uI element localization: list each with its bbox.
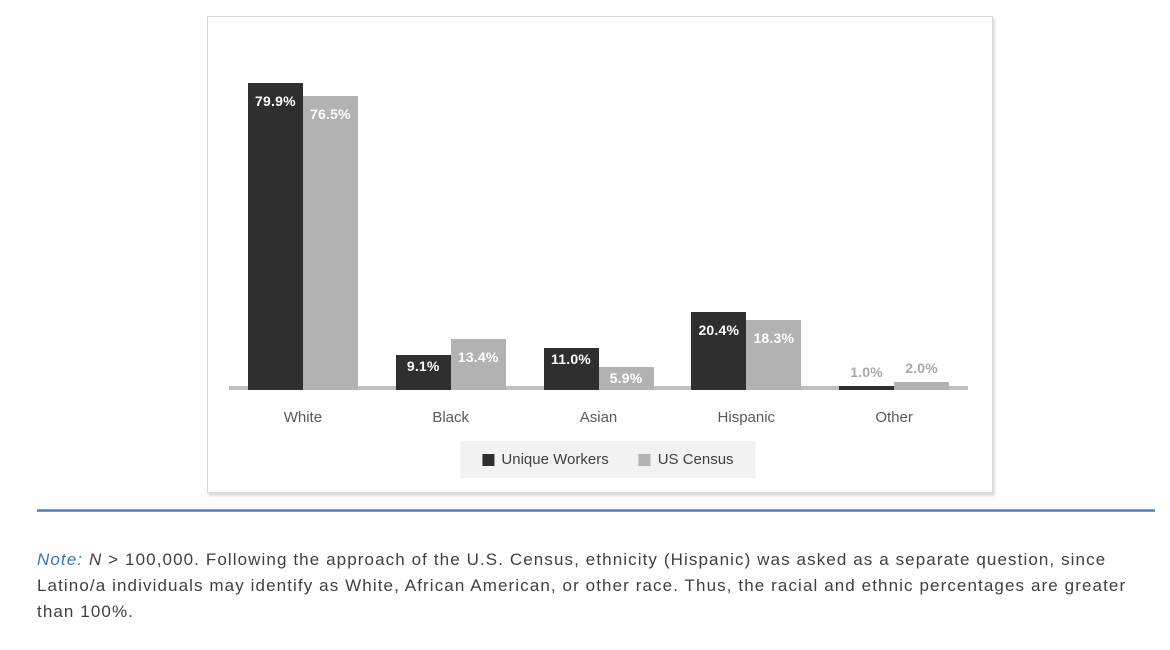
figure-note: Note: N > 100,000. Following the approac…	[37, 547, 1132, 625]
legend-item-us-census: US Census	[638, 451, 734, 468]
note-n-symbol: N	[88, 550, 103, 569]
legend-label-us-census: US Census	[657, 451, 734, 468]
legend-swatch-us-census-icon	[638, 453, 651, 466]
category-label-black: Black	[432, 409, 470, 426]
category-label-asian: Asian	[579, 409, 618, 426]
bar-us-census-black	[450, 338, 506, 390]
bar-chart-plot-area: 79.9% 76.5% White 9.1% 13.4% Black 11.0% 5.9% As…	[208, 17, 992, 492]
category-label-white: White	[283, 409, 323, 426]
bar-us-census-other	[894, 382, 950, 390]
legend-label-unique-workers: Unique Workers	[501, 451, 609, 468]
bar-unique-workers-asian	[543, 347, 599, 390]
bar-us-census-asian	[598, 367, 654, 390]
value-label-us-census-other: 2.0%	[905, 360, 938, 377]
category-label-other: Other	[875, 409, 913, 426]
value-label-us-census-black: 13.4%	[457, 348, 499, 365]
bar-us-census-white	[302, 96, 358, 390]
category-label-hispanic: Hispanic	[717, 409, 776, 426]
legend-item-unique-workers: Unique Workers	[482, 451, 609, 468]
value-label-unique-workers-hispanic: 20.4%	[698, 321, 740, 338]
bar-unique-workers-white	[247, 82, 303, 390]
bar-unique-workers-hispanic	[691, 311, 747, 390]
note-label: Note:	[37, 550, 84, 569]
bar-us-census-hispanic	[746, 319, 802, 390]
value-label-unique-workers-asian: 11.0%	[551, 350, 591, 367]
note-body-text: > 100,000. Following the approach of the…	[37, 550, 1127, 621]
legend-swatch-unique-workers-icon	[482, 453, 495, 466]
bar-unique-workers-black	[395, 355, 451, 390]
bar-unique-workers-other	[839, 386, 895, 390]
value-label-us-census-asian: 5.9%	[609, 370, 643, 387]
value-label-unique-workers-black: 9.1%	[406, 358, 440, 375]
value-label-us-census-hispanic: 18.3%	[753, 329, 795, 346]
chart-legend: Unique Workers US Census	[460, 441, 756, 478]
value-label-unique-workers-white: 79.9%	[255, 92, 296, 109]
value-label-unique-workers-other: 1.0%	[850, 364, 883, 381]
section-divider-line	[37, 509, 1155, 512]
chart-panel: 79.9% 76.5% White 9.1% 13.4% Black 11.0% 5.9% As…	[207, 16, 993, 493]
value-label-us-census-white: 76.5%	[310, 106, 351, 122]
